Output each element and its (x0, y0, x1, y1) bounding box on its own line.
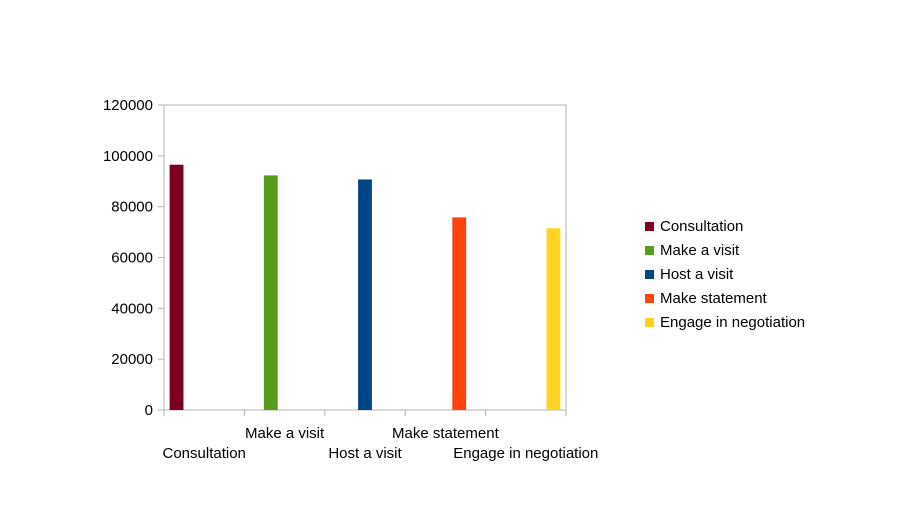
x-tick-label: Consultation (163, 445, 246, 462)
y-tick-label: 60000 (111, 250, 153, 267)
legend-item: Make statement (645, 286, 805, 310)
legend-swatch (645, 269, 654, 279)
y-tick-label: 40000 (111, 300, 153, 317)
y-axis: 0 20000 40000 60000 80000 100000 120000 (103, 97, 164, 419)
legend-swatch (645, 293, 654, 303)
bar (358, 179, 372, 410)
x-tick-label: Engage in negotiation (453, 445, 598, 462)
x-tick-label: Make a visit (245, 425, 325, 442)
legend-item: Engage in negotiation (645, 310, 805, 334)
x-tick-label: Make statement (392, 425, 500, 442)
legend-item: Consultation (645, 214, 805, 238)
legend-item: Host a visit (645, 262, 805, 286)
bar (546, 228, 561, 410)
bar (452, 217, 467, 410)
legend-swatch (645, 221, 654, 231)
legend-label: Make a visit (660, 241, 740, 259)
legend: Consultation Make a visit Host a visit Make… (645, 214, 805, 334)
y-tick-label: 20000 (111, 351, 153, 368)
y-tick-label: 80000 (111, 199, 153, 216)
bar (263, 175, 278, 410)
legend-label: Make statement (660, 289, 767, 307)
bar (169, 164, 184, 410)
bars (169, 164, 561, 410)
x-tick-label: Host a visit (328, 445, 402, 462)
legend-label: Host a visit (660, 265, 734, 283)
legend-swatch (645, 245, 654, 255)
legend-label: Consultation (660, 217, 744, 235)
legend-item: Make a visit (645, 238, 805, 262)
legend-swatch (645, 317, 654, 327)
y-tick-label: 120000 (103, 97, 153, 114)
y-tick-label: 0 (145, 402, 153, 419)
legend-label: Engage in negotiation (660, 313, 806, 331)
y-tick-label: 100000 (103, 148, 153, 165)
